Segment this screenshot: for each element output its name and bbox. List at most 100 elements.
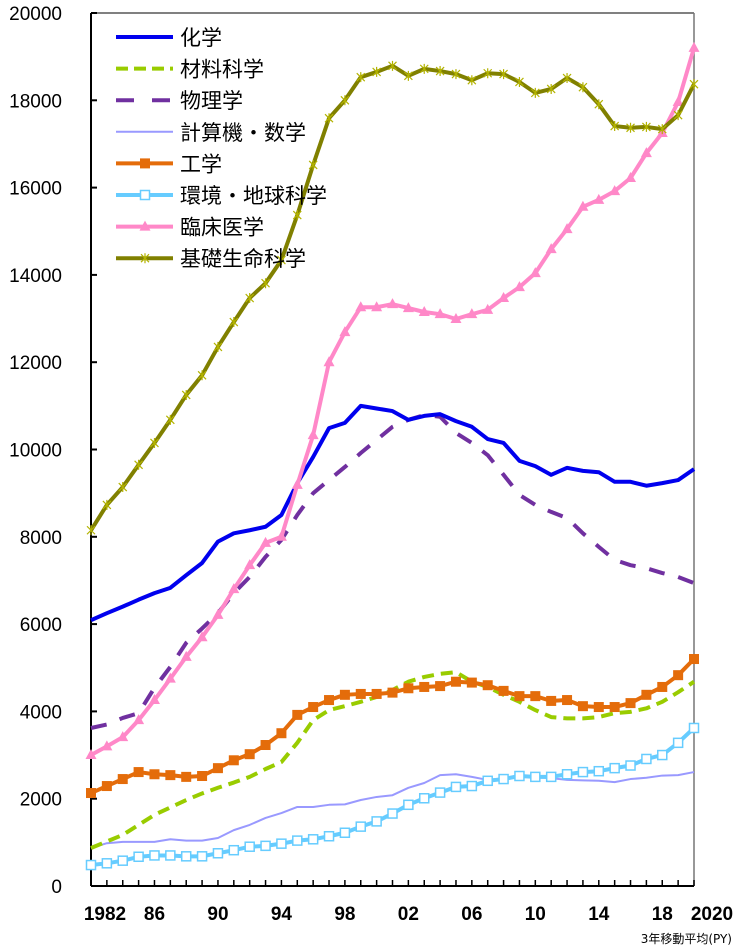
series-5: [85, 722, 700, 871]
series-1: [90, 670, 696, 850]
data-point-marker: [545, 243, 557, 254]
series-4: [86, 654, 699, 799]
data-point-marker: [355, 688, 366, 699]
data-point-marker: [561, 769, 573, 780]
data-point-marker: [466, 677, 477, 688]
legend-label: 基礎生命科学: [180, 247, 306, 271]
data-point-marker: [355, 821, 367, 832]
data-point-marker: [418, 306, 430, 317]
data-point-marker: [164, 672, 176, 683]
data-point-marker: [165, 414, 175, 425]
data-point-marker: [196, 851, 208, 862]
x-tick-label: 14: [588, 904, 610, 925]
moving-average-note: 3年移動平均(PY): [640, 932, 732, 946]
data-point-marker: [148, 694, 160, 705]
data-point-marker: [340, 95, 350, 106]
data-point-marker: [229, 317, 239, 328]
data-point-marker: [419, 681, 430, 692]
y-tick-label: 2000: [20, 790, 62, 811]
data-point-marker: [387, 298, 398, 309]
data-point-marker: [529, 267, 541, 278]
y-tick-label: 6000: [20, 615, 62, 636]
data-point-marker: [451, 69, 461, 80]
data-point-marker: [625, 760, 636, 771]
data-point-marker: [323, 356, 335, 367]
data-point-marker: [139, 189, 151, 201]
data-point-marker: [561, 223, 573, 234]
data-point-marker: [339, 827, 351, 838]
legend-item: 環境・地球科学: [116, 184, 327, 208]
data-point-marker: [609, 702, 620, 713]
data-point-marker: [228, 583, 240, 594]
data-point-marker: [466, 308, 478, 319]
data-point-marker: [244, 841, 255, 852]
data-point-marker: [212, 608, 224, 619]
data-point-marker: [657, 124, 667, 135]
data-point-marker: [626, 122, 635, 133]
data-point-marker: [212, 763, 223, 774]
data-point-marker: [117, 731, 129, 742]
legend-item: 臨床医学: [116, 216, 264, 240]
data-point-marker: [610, 121, 620, 132]
data-point-marker: [609, 762, 620, 774]
data-point-marker: [118, 482, 128, 493]
data-point-marker: [371, 301, 383, 312]
data-point-marker: [689, 79, 699, 90]
data-point-marker: [498, 773, 509, 785]
data-point-marker: [133, 851, 144, 863]
data-point-marker: [180, 650, 192, 661]
x-tick-label: 94: [271, 904, 293, 925]
series-0: [90, 403, 696, 623]
data-point-marker: [387, 687, 398, 698]
data-point-marker: [371, 688, 382, 699]
data-point-marker: [482, 775, 493, 787]
legend-label: 環境・地球科学: [180, 184, 327, 208]
data-point-marker: [625, 698, 636, 709]
data-point-marker: [244, 749, 255, 760]
data-point-marker: [308, 159, 318, 170]
data-point-marker: [688, 722, 700, 734]
data-point-marker: [450, 676, 461, 687]
data-point-marker: [292, 835, 303, 846]
data-point-marker: [181, 389, 191, 400]
data-point-marker: [434, 787, 446, 798]
data-point-marker: [546, 83, 556, 94]
data-point-marker: [308, 702, 319, 713]
data-point-marker: [307, 429, 319, 440]
data-point-marker: [593, 702, 604, 713]
series-line: [90, 403, 696, 623]
legend-label: 化学: [180, 26, 222, 50]
data-point-marker: [483, 68, 493, 79]
data-point-marker: [435, 66, 445, 77]
data-point-marker: [324, 113, 334, 124]
legend-label: 工学: [180, 152, 222, 176]
data-point-marker: [260, 840, 271, 852]
legend-label: 臨床医学: [180, 216, 264, 240]
data-point-marker: [562, 73, 572, 84]
data-point-marker: [133, 714, 145, 725]
data-point-marker: [418, 793, 430, 804]
data-point-marker: [197, 771, 208, 782]
data-point-marker: [513, 281, 525, 292]
legend-item: 物理学: [116, 89, 243, 113]
y-tick-label: 8000: [20, 528, 62, 549]
y-tick-label: 20000: [9, 4, 62, 25]
x-tick-label: 02: [398, 904, 419, 925]
data-point-marker: [85, 749, 97, 760]
data-point-marker: [673, 670, 684, 681]
data-point-marker: [372, 66, 382, 77]
data-point-marker: [276, 728, 287, 739]
x-tick-label: 2020: [691, 904, 733, 925]
data-point-marker: [324, 695, 335, 706]
data-point-marker: [139, 220, 151, 231]
data-point-marker: [134, 459, 144, 470]
data-point-marker: [419, 63, 429, 74]
data-point-marker: [482, 680, 493, 691]
data-point-marker: [609, 185, 621, 196]
legend-item: 化学: [116, 26, 222, 50]
data-point-marker: [150, 437, 159, 448]
data-point-marker: [515, 76, 524, 87]
data-point-marker: [260, 740, 271, 751]
data-point-marker: [514, 691, 525, 702]
